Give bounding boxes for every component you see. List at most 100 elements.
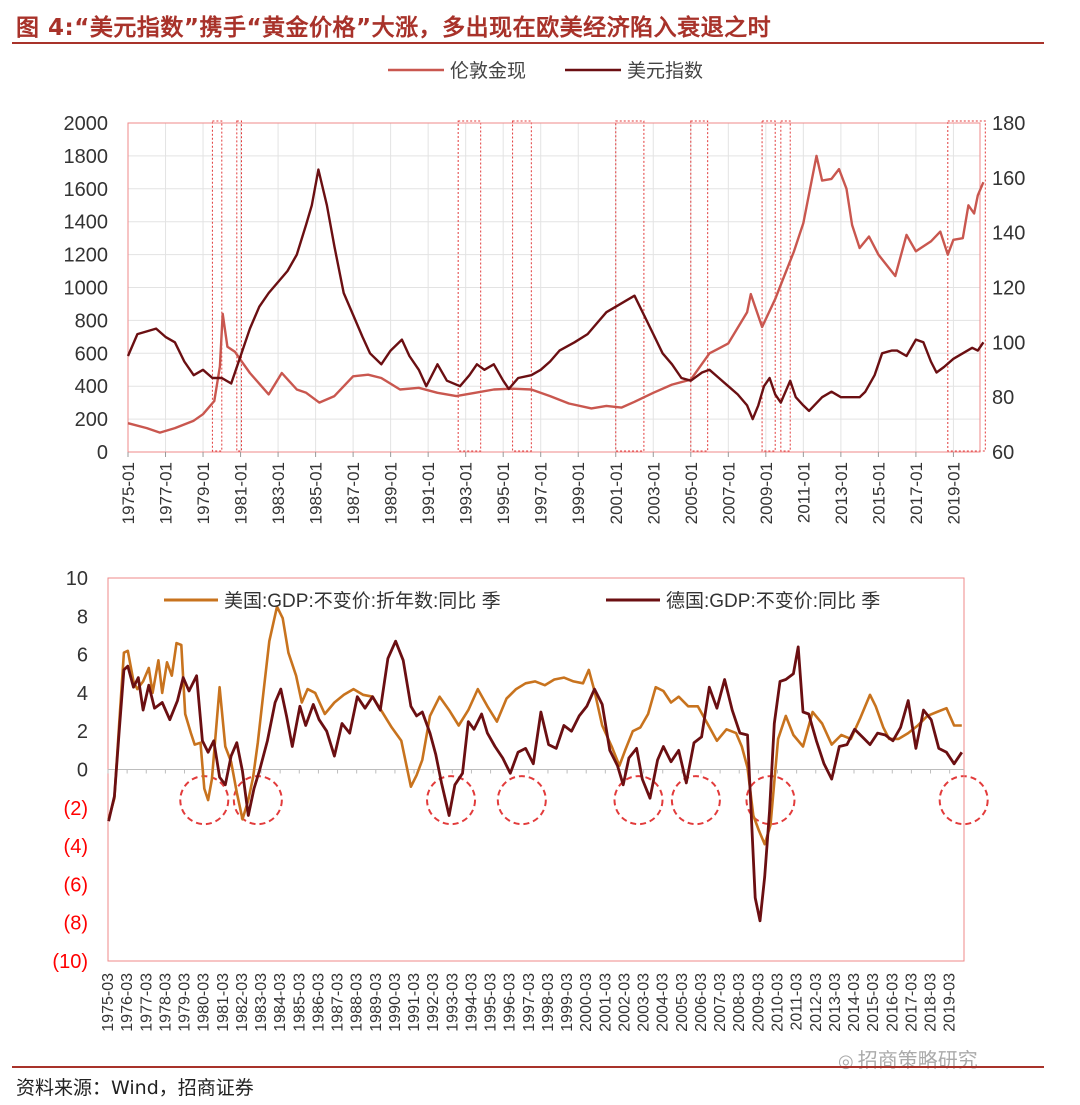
x-tick-label: 2010-03 <box>769 973 786 1032</box>
left-tick-label: 1600 <box>64 179 109 201</box>
x-tick-label: 1991-03 <box>406 973 423 1032</box>
x-tick-label: 2007-01 <box>719 462 738 524</box>
right-tick-label: 60 <box>992 442 1014 464</box>
x-tick-label: 2018-03 <box>923 973 940 1032</box>
y-tick-label: 4 <box>77 683 88 705</box>
right-tick-label: 80 <box>992 387 1014 409</box>
x-tick-label: 1983-01 <box>269 462 288 524</box>
x-tick-label: 2013-03 <box>827 973 844 1032</box>
x-tick-label: 2017-01 <box>907 462 926 524</box>
x-tick-label: 1990-03 <box>387 973 404 1032</box>
y-tick-label: 2 <box>77 721 88 743</box>
left-tick-label: 1800 <box>64 146 109 168</box>
x-tick-label: 2002-03 <box>616 973 633 1032</box>
x-tick-label: 1977-01 <box>157 462 176 524</box>
x-tick-label: 2000-03 <box>578 973 595 1032</box>
x-tick-label: 1978-03 <box>157 973 174 1032</box>
legend-label-gold: 伦敦金现 <box>450 60 526 82</box>
x-tick-label: 1982-03 <box>234 973 251 1032</box>
y-tick-label: 8 <box>77 606 88 628</box>
recession-box <box>615 120 645 452</box>
legend-label-us: 美国:GDP:不变价:折年数:同比 季 <box>224 590 501 612</box>
x-tick-label: 2006-03 <box>693 973 710 1032</box>
x-tick-label: 2003-03 <box>636 973 653 1032</box>
x-tick-label: 2004-03 <box>655 973 672 1032</box>
x-tick-label: 1981-03 <box>215 973 232 1032</box>
left-tick-label: 1200 <box>64 245 109 267</box>
chart1-plot-frame <box>127 122 981 453</box>
left-tick-label: 2000 <box>64 113 109 135</box>
x-tick-label: 2015-03 <box>865 973 882 1032</box>
x-tick-label: 2015-01 <box>869 462 888 524</box>
recession-box <box>236 120 242 452</box>
x-tick-label: 1989-03 <box>368 973 385 1032</box>
x-tick-label: 1993-03 <box>444 973 461 1032</box>
chart2-series-group <box>107 605 963 923</box>
recession-box <box>761 120 776 452</box>
x-tick-label: 1981-01 <box>232 462 251 524</box>
x-tick-label: 2017-03 <box>903 973 920 1032</box>
gold-price-line <box>127 154 985 434</box>
x-tick-label: 2007-03 <box>712 973 729 1032</box>
x-tick-label: 1980-03 <box>196 973 213 1032</box>
source-note: 资料来源：Wind，招商证券 <box>16 1077 254 1099</box>
x-tick-label: 1996-03 <box>502 973 519 1032</box>
right-tick-label: 180 <box>992 113 1025 135</box>
x-tick-label: 1995-01 <box>494 462 513 524</box>
x-tick-label: 1975-03 <box>100 973 117 1032</box>
x-tick-label: 2019-01 <box>944 462 963 524</box>
title-divider <box>12 42 1044 44</box>
y-tick-label: 6 <box>77 645 88 667</box>
y-tick-label: 10 <box>66 568 88 590</box>
x-tick-label: 2016-03 <box>884 973 901 1032</box>
left-tick-label: 400 <box>75 376 108 398</box>
x-tick-label: 2003-01 <box>644 462 663 524</box>
x-tick-label: 2005-03 <box>674 973 691 1032</box>
x-tick-label: 1999-01 <box>569 462 588 524</box>
chart2-y-axis: (10) (8) (6) (4) (2) 0 2 4 6 8 10 <box>52 568 88 973</box>
x-tick-label: 1997-03 <box>521 973 538 1032</box>
footer-divider <box>12 1066 1044 1068</box>
x-tick-label: 2001-01 <box>607 462 626 524</box>
y-tick-label: (10) <box>52 951 88 973</box>
chart1-series-group <box>126 154 985 434</box>
recession-circle <box>496 775 547 826</box>
x-tick-label: 1997-01 <box>532 462 551 524</box>
germany-gdp-line <box>107 639 963 923</box>
x-tick-label: 1986-03 <box>310 973 327 1032</box>
chart1-right-axis: 60 80 100 120 140 160 180 <box>992 113 1025 464</box>
x-tick-label: 1985-01 <box>307 462 326 524</box>
recession-circle <box>613 775 664 826</box>
y-tick-label: (4) <box>64 836 88 858</box>
x-tick-label: 1985-03 <box>291 973 308 1032</box>
x-tick-label: 1983-03 <box>253 973 270 1032</box>
x-tick-label: 1975-01 <box>119 462 138 524</box>
chart2-recession-circles <box>179 775 989 826</box>
chart1-legend: 伦敦金现 美元指数 <box>388 60 703 82</box>
figure-title: 图 4:“美元指数”携手“黄金价格”大涨，多出现在欧美经济陷入衰退之时 <box>16 15 772 41</box>
recession-box <box>457 120 482 452</box>
legend-label-dollar: 美元指数 <box>627 60 703 82</box>
x-tick-label: 1984-03 <box>272 973 289 1032</box>
x-tick-label: 1988-03 <box>349 973 366 1032</box>
y-tick-label: (2) <box>64 798 88 820</box>
recession-box <box>690 120 709 452</box>
x-tick-label: 1995-03 <box>483 973 500 1032</box>
right-tick-label: 100 <box>992 332 1025 354</box>
x-tick-label: 2011-03 <box>789 973 806 1031</box>
watermark-text: 招商策略研究 <box>857 1048 978 1072</box>
x-tick-label: 2001-03 <box>597 973 614 1032</box>
y-tick-label: (8) <box>64 913 88 935</box>
left-tick-label: 600 <box>75 343 108 365</box>
right-tick-label: 160 <box>992 168 1025 190</box>
x-tick-label: 2009-01 <box>757 462 776 524</box>
x-tick-label: 2014-03 <box>846 973 863 1032</box>
watermark: ◎ 招商策略研究 <box>838 1044 978 1073</box>
chart2-x-axis: 1975-03 1976-03 1977-03 1978-03 1979-03 1980-… <box>100 973 959 1032</box>
y-tick-label: (6) <box>64 874 88 896</box>
legend-label-de: 德国:GDP:不变价:同比 季 <box>666 590 880 612</box>
chart1-recession-boxes <box>211 120 986 452</box>
chart1-x-axis: 1975-01 1977-01 1979-01 1981-01 1983-01 1985-… <box>119 452 963 524</box>
x-tick-label: 2008-03 <box>731 973 748 1032</box>
